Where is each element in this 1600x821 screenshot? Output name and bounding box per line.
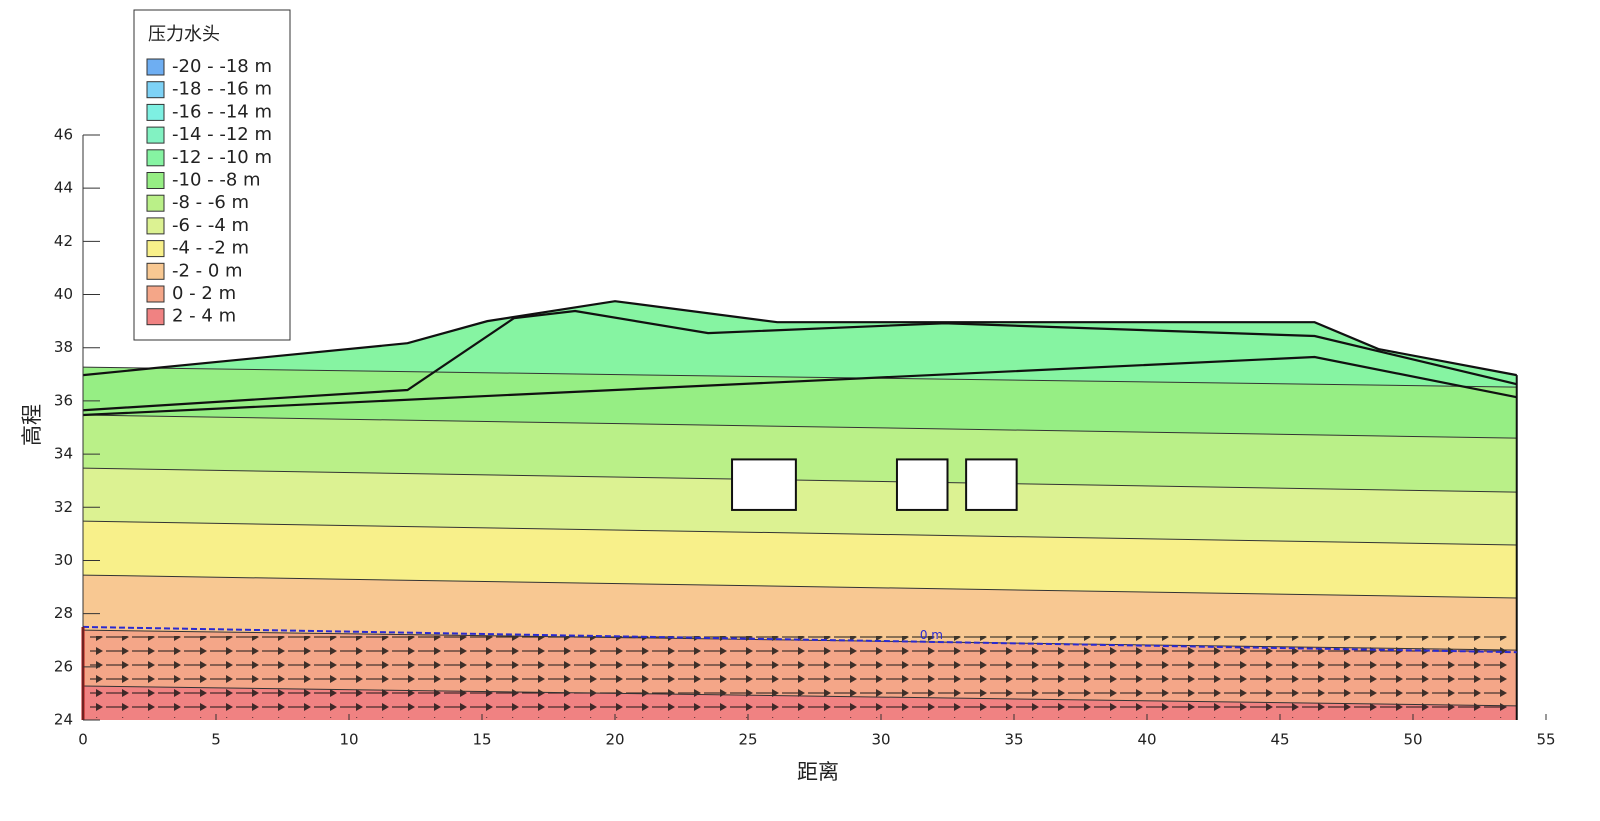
legend-swatch: [146, 126, 165, 144]
legend: 压力水头 -20 - -18 m-18 - -16 m-16 - -14 m-1…: [133, 9, 291, 341]
legend-swatch: [146, 240, 165, 258]
legend-swatch: [146, 81, 165, 99]
contour-line: [82, 520, 1517, 546]
legend-label: 0 - 2 m: [172, 283, 236, 304]
x-axis-title: 距离: [797, 760, 839, 784]
y-tick-label: 30: [54, 551, 73, 569]
x-tick-label: 55: [1536, 731, 1555, 749]
legend-label: -20 - -18 m: [172, 56, 272, 77]
y-tick-label: 26: [54, 657, 73, 675]
axes: 24 26 28 30 32 34 36 38 40 42 44 46 0 5 10 15 20 25 30 35 40…: [54, 126, 1556, 749]
y-tick-label: 24: [54, 711, 73, 729]
x-tick-label: 10: [339, 731, 358, 749]
y-tick-label: 46: [54, 126, 73, 144]
tunnel-opening: [895, 458, 949, 511]
x-tick-label: 20: [605, 731, 624, 749]
legend-swatch: [146, 285, 165, 303]
legend-swatch: [146, 194, 165, 212]
x-tick-label: 15: [472, 731, 491, 749]
contour-line: [82, 414, 1517, 439]
contour-band: [83, 521, 1517, 598]
contour-line: [82, 685, 1517, 707]
legend-swatch: [146, 262, 165, 280]
x-tick-label: 5: [211, 731, 221, 749]
y-tick-label: 44: [54, 179, 73, 197]
phreatic-label: 0 m: [920, 628, 943, 642]
legend-swatch: [146, 58, 165, 76]
contour-line: [82, 467, 1517, 493]
layer-boundary: [82, 309, 1517, 412]
x-tick-label: 0: [78, 731, 88, 749]
legend-title: 压力水头: [148, 24, 220, 45]
x-tick-label: 45: [1270, 731, 1289, 749]
y-tick-label: 36: [54, 391, 73, 409]
legend-label: -8 - -6 m: [172, 192, 249, 213]
legend-label: -16 - -14 m: [172, 101, 272, 122]
y-tick-label: 34: [54, 445, 73, 463]
legend-swatch: [146, 217, 165, 235]
contour-line: [82, 574, 1517, 599]
x-tick-label: 25: [738, 731, 757, 749]
phreatic-line: [82, 625, 1517, 654]
tunnel-opening: [965, 458, 1018, 511]
x-tick-label: 35: [1004, 731, 1023, 749]
y-tick-label: 40: [54, 285, 73, 303]
layer-boundary: [82, 355, 1517, 417]
x-tick-label: 50: [1403, 731, 1422, 749]
contour-band: [83, 575, 1517, 651]
legend-swatch: [146, 149, 165, 167]
legend-label: -10 - -8 m: [172, 170, 261, 191]
x-tick-label: 40: [1137, 731, 1156, 749]
contour-band: [83, 415, 1517, 493]
legend-label: -2 - 0 m: [172, 260, 243, 281]
flow-vectors: [90, 636, 1510, 718]
y-axis-title: 高程: [20, 404, 44, 446]
legend-label: -4 - -2 m: [172, 238, 249, 259]
y-tick-label: 38: [54, 338, 73, 356]
legend-swatch: [146, 103, 165, 121]
y-tick-label: 32: [54, 498, 73, 516]
x-tick-label: 30: [871, 731, 890, 749]
legend-label: -6 - -4 m: [172, 215, 249, 236]
legend-label: -12 - -10 m: [172, 147, 272, 168]
contour-line: [82, 366, 1517, 388]
contour-band: [83, 468, 1517, 546]
legend-label: -14 - -12 m: [172, 124, 272, 145]
ground-surface: [82, 300, 1517, 377]
contour-lines: 0 m: [82, 300, 1518, 720]
legend-swatch: [146, 172, 165, 189]
y-tick-label: 28: [54, 604, 73, 622]
legend-label: -18 - -16 m: [172, 79, 272, 100]
legend-swatch: [146, 308, 165, 326]
tunnel-opening: [731, 458, 797, 511]
legend-label: 2 - 4 m: [172, 306, 236, 327]
y-tick-label: 42: [54, 232, 73, 250]
